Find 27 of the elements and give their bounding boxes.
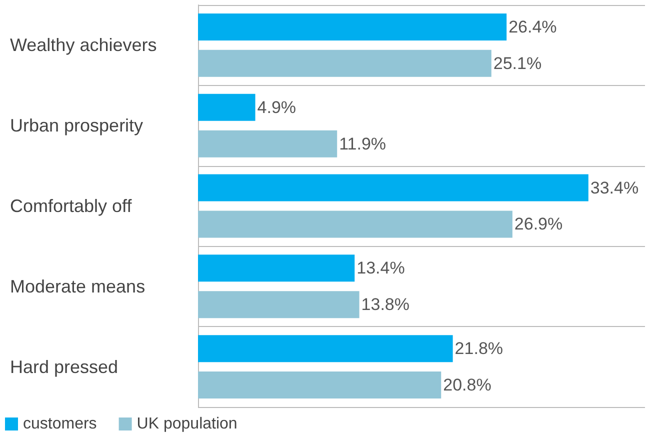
data-label: 26.4% xyxy=(508,17,557,36)
data-label: 4.9% xyxy=(257,98,296,117)
bar xyxy=(198,210,512,238)
data-label: 20.8% xyxy=(443,376,492,395)
y-tick-label: Wealthy achievers xyxy=(10,35,157,56)
bar xyxy=(198,335,453,362)
y-tick-label: Hard pressed xyxy=(10,356,118,377)
data-label: 13.8% xyxy=(361,295,410,314)
data-label: 25.1% xyxy=(493,54,542,73)
data-label: 33.4% xyxy=(590,178,639,198)
bar xyxy=(198,254,355,282)
bar xyxy=(198,174,588,202)
y-tick-label: Moderate means xyxy=(10,276,146,296)
y-tick-label: Comfortably off xyxy=(10,196,133,216)
legend-label: UK population xyxy=(136,416,238,432)
bar xyxy=(198,130,338,158)
bar xyxy=(198,94,256,121)
legend-label: customers xyxy=(23,416,97,432)
data-label: 13.4% xyxy=(356,258,405,278)
bar xyxy=(198,372,442,399)
bar xyxy=(198,50,492,77)
bar xyxy=(198,291,360,318)
data-label: 11.9% xyxy=(339,134,386,154)
y-tick-label: Urban prosperity xyxy=(10,116,144,136)
data-label: 26.9% xyxy=(514,214,563,234)
data-label: 21.8% xyxy=(454,339,504,358)
bar xyxy=(198,13,507,40)
